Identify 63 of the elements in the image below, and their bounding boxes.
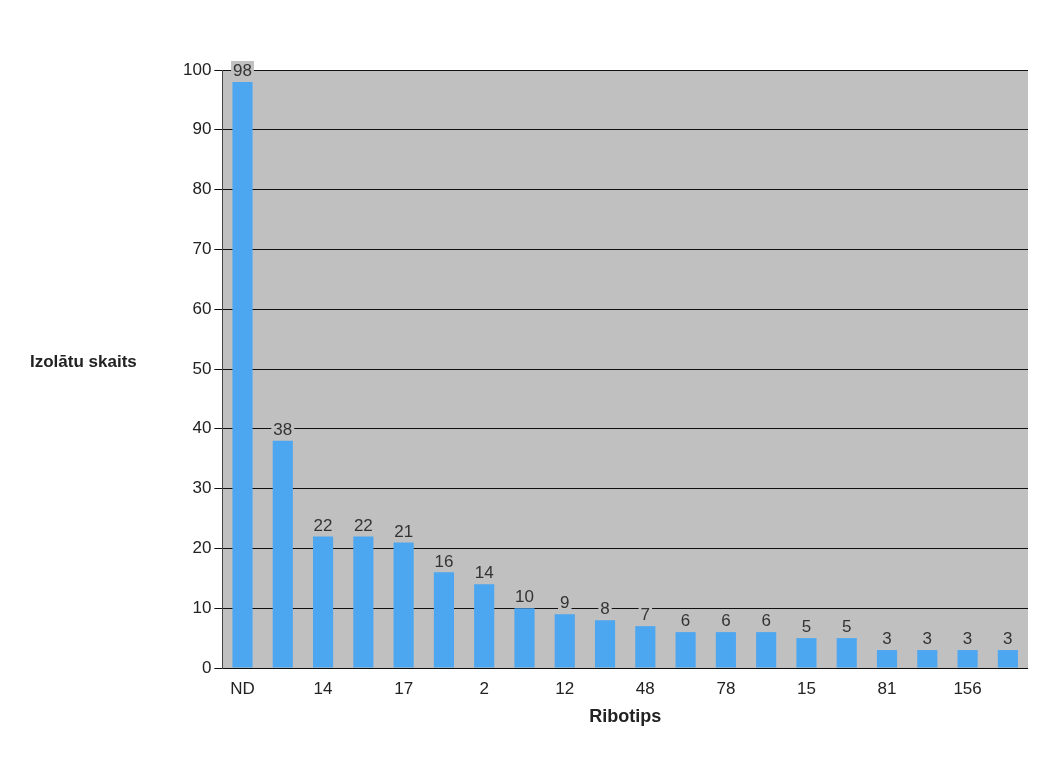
data-label: 8 xyxy=(600,599,610,619)
x-tick-label: 78 xyxy=(716,678,736,698)
data-label: 3 xyxy=(922,629,933,649)
data-label: 98 xyxy=(233,61,252,81)
data-label: 6 xyxy=(721,611,731,631)
data-label: 16 xyxy=(434,551,454,571)
data-label: 3 xyxy=(882,629,892,649)
y-tick-label: 50 xyxy=(192,358,212,378)
y-tick-label: 100 xyxy=(182,59,212,79)
data-label: 6 xyxy=(680,611,691,631)
y-axis-title: Izolātu skaits xyxy=(30,352,137,372)
y-tick-label: 90 xyxy=(192,119,212,139)
x-tick-label: 81 xyxy=(877,678,897,698)
data-label: 6 xyxy=(761,611,771,631)
data-label: 9 xyxy=(560,593,570,613)
bar xyxy=(594,620,616,668)
y-tick-label: 40 xyxy=(192,418,212,438)
data-label: 22 xyxy=(353,515,373,535)
data-label: 3 xyxy=(1003,629,1013,649)
bar xyxy=(796,638,817,668)
bar xyxy=(353,536,374,668)
x-tick-label: 14 xyxy=(313,678,333,698)
x-tick-label: 12 xyxy=(555,678,575,698)
x-tick-label: 17 xyxy=(394,678,414,698)
bar xyxy=(836,638,857,668)
y-tick-label: 80 xyxy=(192,179,212,199)
y-tick-label: 0 xyxy=(201,657,212,677)
x-tick-label: 15 xyxy=(796,678,816,698)
data-label: 7 xyxy=(640,605,651,625)
y-tick-label: 60 xyxy=(192,298,212,318)
data-label: 10 xyxy=(515,587,534,607)
bar xyxy=(876,650,898,668)
data-label: 22 xyxy=(313,515,333,535)
x-tick-label: 156 xyxy=(953,678,982,698)
y-tick-label: 10 xyxy=(192,597,212,617)
data-label: 3 xyxy=(962,629,973,649)
x-tick-label: 48 xyxy=(635,678,655,698)
x-tick-label: 2 xyxy=(479,678,489,698)
bar xyxy=(554,614,575,668)
x-tick-label: ND xyxy=(230,678,255,698)
data-label: 14 xyxy=(474,563,494,583)
bar xyxy=(756,632,777,668)
bar xyxy=(313,536,334,668)
bar xyxy=(232,81,253,668)
data-label: 5 xyxy=(842,617,852,637)
bar xyxy=(715,632,736,668)
data-label: 38 xyxy=(273,419,293,439)
y-tick-label: 70 xyxy=(192,239,212,259)
bar xyxy=(957,650,978,668)
y-tick-label: 30 xyxy=(192,478,212,498)
bar xyxy=(514,608,535,668)
x-axis-title: Ribotips xyxy=(589,706,662,727)
y-tick-label: 20 xyxy=(192,538,212,558)
bar xyxy=(675,632,696,668)
bar xyxy=(393,542,414,668)
bar xyxy=(474,584,495,668)
bar xyxy=(917,650,938,668)
bar xyxy=(997,650,1018,668)
bar xyxy=(635,626,656,668)
bar xyxy=(433,572,454,668)
bar xyxy=(272,440,293,668)
data-label: 5 xyxy=(801,617,812,637)
data-label: 21 xyxy=(394,521,414,541)
